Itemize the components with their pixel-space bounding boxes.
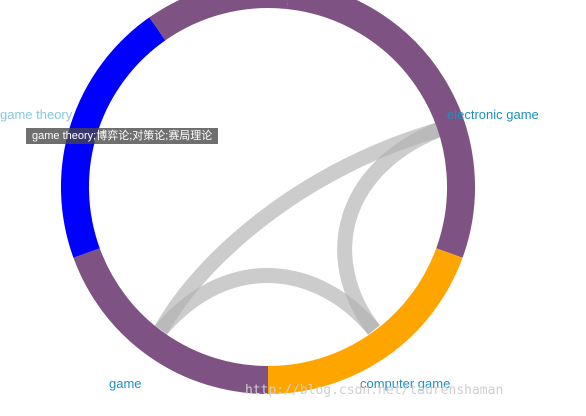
chord-link-game-computer-game[interactable]	[155, 267, 380, 335]
watermark: http://blog.csdn.net/taurenshaman	[245, 383, 504, 398]
chord-links	[154, 122, 441, 335]
arc-computer-game[interactable]	[267, 248, 463, 394]
arc-game[interactable]	[73, 248, 269, 394]
arc-electronic-game[interactable]	[286, 0, 476, 258]
node-label-game-theory[interactable]: game theory	[0, 107, 73, 122]
chord-arcs	[60, 0, 476, 394]
node-label-game[interactable]: game	[109, 376, 142, 391]
node-label-computer-game[interactable]: computer game	[360, 376, 451, 391]
node-tooltip: game theory;博弈论;对策论;赛局理论	[26, 128, 219, 144]
arc-electronic-game-top[interactable]	[149, 0, 288, 41]
node-label-electronic-game[interactable]: electronic game	[447, 107, 539, 122]
